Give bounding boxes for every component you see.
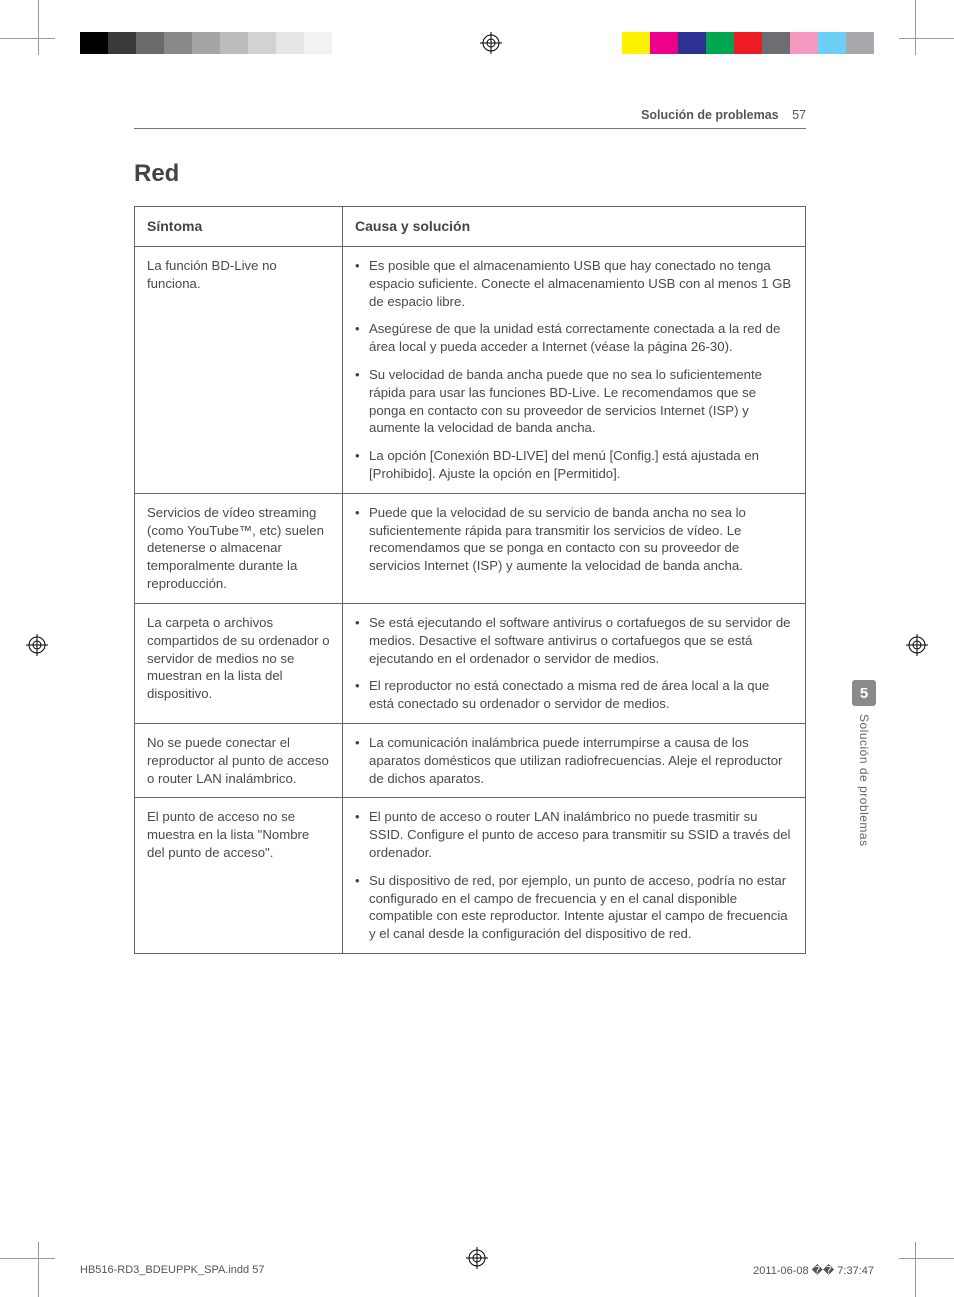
running-header: Solución de problemas 57 bbox=[134, 108, 806, 129]
table-row: El punto de acceso no se muestra en la l… bbox=[135, 798, 806, 954]
table-row: La carpeta o archivos compartidos de su … bbox=[135, 603, 806, 723]
section-title: Red bbox=[134, 160, 179, 188]
cause-item: El punto de acceso o router LAN inalámbr… bbox=[355, 808, 793, 861]
swatch bbox=[846, 32, 874, 54]
swatch bbox=[650, 32, 678, 54]
cause-cell: La comunicación inalámbrica puede interr… bbox=[343, 723, 806, 797]
swatch bbox=[622, 32, 650, 54]
swatch bbox=[332, 32, 360, 54]
cause-item: Es posible que el almacenamiento USB que… bbox=[355, 257, 793, 310]
symptom-cell: La función BD-Live no funciona. bbox=[135, 246, 343, 493]
swatch bbox=[248, 32, 276, 54]
swatch bbox=[706, 32, 734, 54]
table-header-cause: Causa y solución bbox=[343, 207, 806, 247]
symptom-cell: El punto de acceso no se muestra en la l… bbox=[135, 798, 343, 954]
table-row: Servicios de vídeo streaming (como YouTu… bbox=[135, 493, 806, 603]
swatch bbox=[276, 32, 304, 54]
footer-timestamp: 2011-06-08 �� 7:37:47 bbox=[753, 1264, 874, 1277]
crop-mark bbox=[899, 38, 954, 39]
footer-slug: HB516-RD3_BDEUPPK_SPA.indd 57 2011-06-08… bbox=[80, 1264, 874, 1277]
cause-item: Su dispositivo de red, por ejemplo, un p… bbox=[355, 872, 793, 943]
cause-cell: Es posible que el almacenamiento USB que… bbox=[343, 246, 806, 493]
cause-item: Puede que la velocidad de su servicio de… bbox=[355, 504, 793, 575]
grayscale-swatches bbox=[80, 32, 360, 54]
chapter-number: 5 bbox=[852, 680, 876, 706]
troubleshooting-table: Síntoma Causa y solución La función BD-L… bbox=[134, 206, 806, 954]
chapter-tab: 5 Solución de problemas bbox=[852, 680, 876, 847]
swatch bbox=[790, 32, 818, 54]
footer-file: HB516-RD3_BDEUPPK_SPA.indd 57 bbox=[80, 1264, 264, 1277]
crop-mark bbox=[38, 0, 39, 55]
color-swatches bbox=[622, 32, 874, 54]
crop-mark bbox=[0, 38, 55, 39]
cause-item: Su velocidad de banda ancha puede que no… bbox=[355, 366, 793, 437]
table-row: No se puede conectar el reproductor al p… bbox=[135, 723, 806, 797]
cause-item: La comunicación inalámbrica puede interr… bbox=[355, 734, 793, 787]
registration-mark-icon bbox=[480, 32, 502, 54]
cause-cell: Puede que la velocidad de su servicio de… bbox=[343, 493, 806, 603]
symptom-cell: No se puede conectar el reproductor al p… bbox=[135, 723, 343, 797]
swatch bbox=[818, 32, 846, 54]
swatch bbox=[762, 32, 790, 54]
registration-mark-icon bbox=[906, 634, 928, 661]
swatch bbox=[108, 32, 136, 54]
chapter-label: Solución de problemas bbox=[857, 714, 871, 847]
swatch bbox=[304, 32, 332, 54]
swatch bbox=[192, 32, 220, 54]
cause-item: El reproductor no está conectado a misma… bbox=[355, 677, 793, 713]
symptom-cell: La carpeta o archivos compartidos de su … bbox=[135, 603, 343, 723]
cause-cell: El punto de acceso o router LAN inalámbr… bbox=[343, 798, 806, 954]
header-page-number: 57 bbox=[792, 108, 806, 122]
table-header-symptom: Síntoma bbox=[135, 207, 343, 247]
symptom-cell: Servicios de vídeo streaming (como YouTu… bbox=[135, 493, 343, 603]
swatch bbox=[220, 32, 248, 54]
registration-mark-icon bbox=[26, 634, 48, 661]
header-section: Solución de problemas bbox=[641, 108, 779, 122]
page: Solución de problemas 57 Red Síntoma Cau… bbox=[0, 0, 954, 1297]
swatch bbox=[80, 32, 108, 54]
cause-item: La opción [Conexión BD-LIVE] del menú [C… bbox=[355, 447, 793, 483]
swatch bbox=[678, 32, 706, 54]
swatch bbox=[734, 32, 762, 54]
cause-cell: Se está ejecutando el software antivirus… bbox=[343, 603, 806, 723]
cause-item: Asegúrese de que la unidad está correcta… bbox=[355, 320, 793, 356]
crop-mark bbox=[915, 0, 916, 55]
registration-bar-top bbox=[80, 30, 874, 56]
swatch bbox=[136, 32, 164, 54]
swatch bbox=[164, 32, 192, 54]
cause-item: Se está ejecutando el software antivirus… bbox=[355, 614, 793, 667]
table-row: La función BD-Live no funciona.Es posibl… bbox=[135, 246, 806, 493]
